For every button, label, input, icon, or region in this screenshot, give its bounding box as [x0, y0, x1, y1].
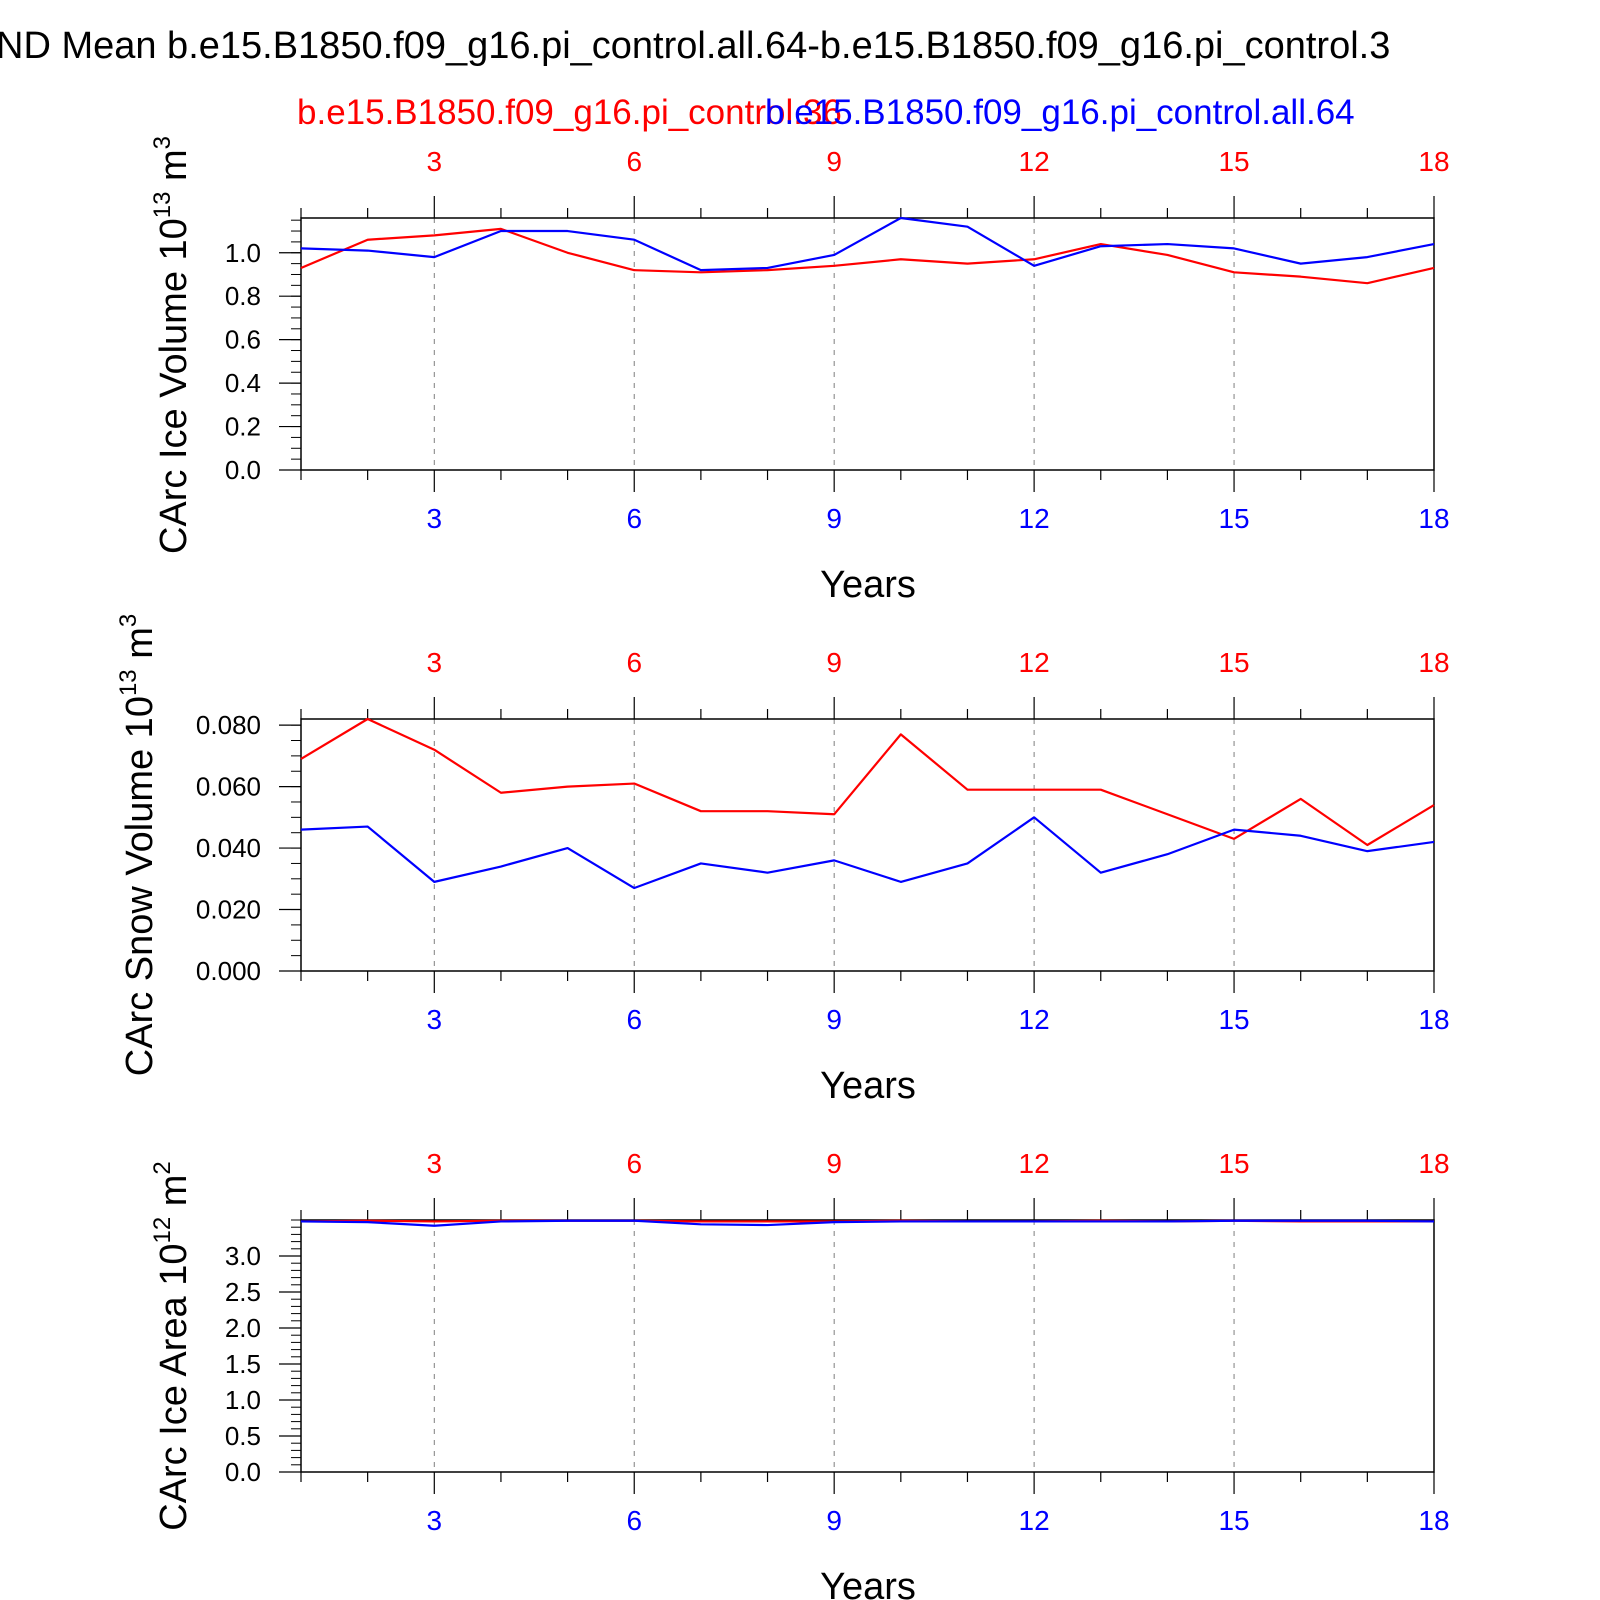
y-tick-label: 0.2	[225, 412, 261, 442]
y-tick-label: 0.040	[196, 833, 261, 863]
y-tick-label: 1.5	[225, 1349, 261, 1379]
y-tick-label: 0.060	[196, 772, 261, 802]
x-tick-label-bottom: 12	[1019, 503, 1050, 534]
x-tick-label-top: 18	[1418, 647, 1449, 678]
chart-panel-3: 3 3 6 6 9 9 12 12 15 15 18 18 0.0 0.5 1.0 1.5 2.0 2.5 3.0 Y…	[149, 1148, 1450, 1600]
x-tick-label-top: 6	[626, 146, 642, 177]
figure-title: ND Mean b.e15.B1850.f09_g16.pi_control.a…	[0, 25, 1390, 67]
series-line-red	[300, 227, 1435, 285]
x-axis-label: Years	[820, 1065, 916, 1107]
y-tick-label: 2.0	[225, 1313, 261, 1343]
y-tick-label: 0.0	[225, 1457, 261, 1487]
plot-frame	[300, 217, 1435, 471]
y-axis-label: CArc Snow Volume 1013 m3	[115, 614, 161, 1076]
x-tick-label-top: 15	[1218, 1148, 1249, 1179]
y-axis-label-unit: m	[153, 1175, 195, 1217]
x-tick-label-top: 9	[826, 647, 842, 678]
x-tick-label-bottom: 18	[1418, 1004, 1449, 1035]
x-tick-label-bottom: 9	[826, 1004, 842, 1035]
x-tick-label-top: 18	[1418, 1148, 1449, 1179]
x-tick-label-top: 6	[626, 1148, 642, 1179]
x-tick-label-bottom: 18	[1418, 503, 1449, 534]
x-tick-label-bottom: 3	[427, 1004, 443, 1035]
y-tick-label: 0.4	[225, 368, 261, 398]
x-tick-label-bottom: 12	[1019, 1505, 1050, 1536]
x-tick-label-bottom: 9	[826, 503, 842, 534]
x-tick-label-bottom: 3	[427, 1505, 443, 1536]
y-tick-label: 0.000	[196, 956, 261, 986]
y-tick-label: 0.0	[225, 455, 261, 485]
chart-panel-2: 3 3 6 6 9 9 12 12 15 15 18 18 0.000 0.020 0.040 0.060 0.…	[115, 614, 1450, 1107]
y-axis-label-exponent: 13	[115, 669, 142, 696]
y-axis-label-text: CArc Ice Area 10	[153, 1244, 195, 1531]
y-axis-label-exponent: 13	[149, 192, 176, 219]
y-tick-label: 0.8	[225, 281, 261, 311]
series-line-blue	[300, 216, 1435, 272]
x-tick-label-top: 12	[1019, 647, 1050, 678]
y-axis-label-text: CArc Snow Volume 10	[119, 696, 161, 1076]
y-tick-label: 1.0	[225, 1385, 261, 1415]
series-line-blue	[300, 1219, 1435, 1227]
y-tick-label: 0.5	[225, 1421, 261, 1451]
series-line-blue	[300, 816, 1435, 890]
x-tick-label-bottom: 15	[1218, 1505, 1249, 1536]
y-axis-label-unit-power: 3	[149, 136, 176, 149]
x-axis-label: Years	[820, 1566, 916, 1600]
y-axis-label: CArc Ice Volume 1013 m3	[149, 136, 195, 554]
x-axis-label: Years	[820, 564, 916, 606]
y-tick-label: 0.080	[196, 710, 261, 740]
x-tick-label-bottom: 3	[427, 503, 443, 534]
y-axis-label-unit: m	[119, 627, 161, 669]
y-axis-label-unit-power: 3	[115, 614, 142, 627]
x-tick-label-top: 6	[626, 647, 642, 678]
x-tick-label-top: 3	[427, 1148, 443, 1179]
legend-red-label: b.e15.B1850.f09_g16.pi_control.36	[297, 93, 842, 132]
y-tick-label: 3.0	[225, 1241, 261, 1271]
x-tick-label-bottom: 15	[1218, 503, 1249, 534]
x-tick-label-top: 15	[1218, 647, 1249, 678]
y-tick-label: 0.6	[225, 325, 261, 355]
x-tick-label-top: 15	[1218, 146, 1249, 177]
x-tick-label-top: 18	[1418, 146, 1449, 177]
y-axis-label-unit-power: 2	[149, 1161, 176, 1174]
y-tick-label: 2.5	[225, 1277, 261, 1307]
y-tick-label: 0.020	[196, 895, 261, 925]
x-tick-label-bottom: 15	[1218, 1004, 1249, 1035]
chart-panel-1: 3 3 6 6 9 9 12 12 15 15 18 18 0.0 0.2 0.4 0.6 0.8 1.0 Year…	[149, 136, 1450, 606]
x-tick-label-top: 3	[427, 647, 443, 678]
y-axis-label-text: CArc Ice Volume 10	[153, 218, 195, 554]
x-tick-label-top: 9	[826, 146, 842, 177]
x-tick-label-top: 12	[1019, 146, 1050, 177]
y-axis-label-unit: m	[153, 149, 195, 191]
x-tick-label-top: 12	[1019, 1148, 1050, 1179]
plot-frame	[300, 1219, 1435, 1473]
x-tick-label-bottom: 6	[626, 1004, 642, 1035]
legend-blue-label: b.e15.B1850.f09_g16.pi_control.all.64	[765, 93, 1355, 132]
series-line-red	[300, 717, 1435, 847]
x-tick-label-bottom: 12	[1019, 1004, 1050, 1035]
y-tick-label: 1.0	[225, 238, 261, 268]
y-axis-label: CArc Ice Area 1012 m2	[149, 1161, 195, 1531]
y-axis-label-exponent: 12	[149, 1217, 176, 1244]
plot-frame	[300, 718, 1435, 972]
x-tick-label-bottom: 18	[1418, 1505, 1449, 1536]
x-tick-label-bottom: 9	[826, 1505, 842, 1536]
x-tick-label-top: 3	[427, 146, 443, 177]
x-tick-label-top: 9	[826, 1148, 842, 1179]
x-tick-label-bottom: 6	[626, 503, 642, 534]
x-tick-label-bottom: 6	[626, 1505, 642, 1536]
